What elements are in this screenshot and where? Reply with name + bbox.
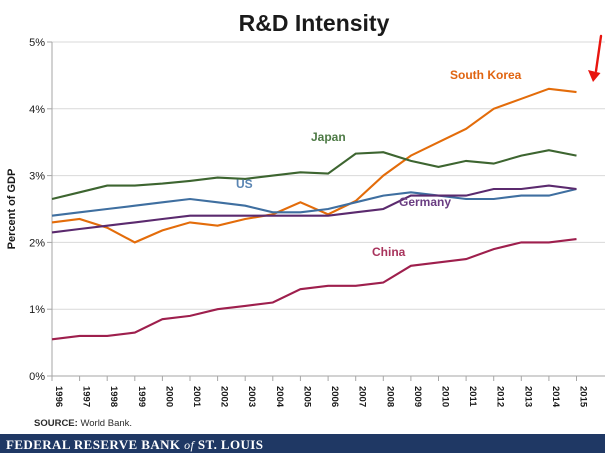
svg-text:2000: 2000	[163, 386, 174, 407]
svg-text:1996: 1996	[53, 386, 64, 407]
svg-text:2%: 2%	[29, 237, 45, 249]
svg-text:2014: 2014	[550, 386, 561, 408]
svg-text:3%: 3%	[29, 171, 45, 183]
svg-text:2012: 2012	[495, 386, 506, 407]
svg-text:2011: 2011	[467, 386, 478, 407]
svg-text:4%: 4%	[29, 104, 45, 116]
svg-text:2005: 2005	[301, 386, 312, 408]
svg-text:5%: 5%	[29, 37, 45, 49]
svg-text:1998: 1998	[108, 386, 119, 407]
svg-text:1999: 1999	[136, 386, 147, 407]
svg-text:2004: 2004	[274, 386, 285, 408]
svg-text:2006: 2006	[329, 386, 340, 407]
svg-text:2009: 2009	[412, 386, 423, 407]
svg-text:1997: 1997	[81, 386, 92, 407]
svg-text:1%: 1%	[29, 304, 45, 316]
svg-text:2002: 2002	[219, 386, 230, 407]
svg-text:2008: 2008	[384, 386, 395, 407]
svg-text:2010: 2010	[440, 386, 451, 407]
svg-text:2015: 2015	[578, 386, 589, 408]
svg-text:2003: 2003	[246, 386, 257, 407]
svg-text:0%: 0%	[29, 371, 45, 383]
svg-text:2013: 2013	[522, 386, 533, 407]
svg-text:2007: 2007	[357, 386, 368, 407]
svg-text:2001: 2001	[191, 386, 202, 408]
